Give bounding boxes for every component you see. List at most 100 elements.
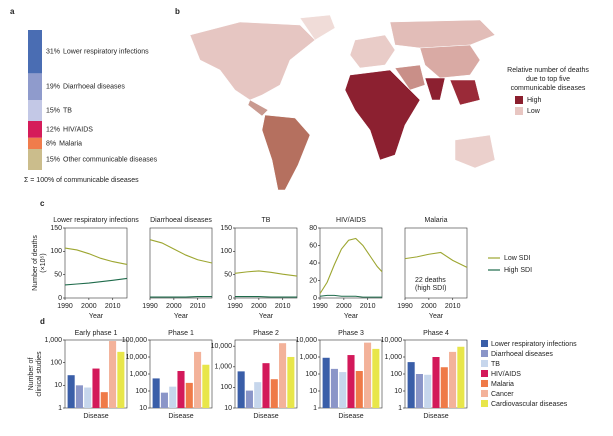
region xyxy=(455,135,495,168)
y-tick-label: 1,000 xyxy=(129,371,147,378)
legend-swatch xyxy=(481,340,488,347)
annotation: (high SDI) xyxy=(415,285,447,292)
legend-label: TB xyxy=(491,361,500,368)
line xyxy=(65,278,127,285)
legend-label: HIV/AIDS xyxy=(491,371,521,378)
y-tick-label: 0 xyxy=(313,295,317,302)
segment-label: 31%Lower respiratory infections xyxy=(46,49,149,56)
bar xyxy=(117,352,124,408)
bar xyxy=(449,352,456,408)
region xyxy=(450,80,480,105)
legend-title: due to top five xyxy=(526,76,570,83)
bar xyxy=(331,369,338,408)
x-tick-label: 2010 xyxy=(275,303,291,310)
legend-label: High SDI xyxy=(504,267,532,274)
x-tick-label: 2000 xyxy=(336,303,352,310)
bar xyxy=(202,365,209,408)
x-axis-label: Disease xyxy=(83,413,108,420)
bar xyxy=(339,372,346,408)
category-label: TB xyxy=(63,107,72,114)
legend-label: Diarrhoeal diseases xyxy=(491,351,553,358)
value-label: 12% xyxy=(46,126,60,133)
plot-frame xyxy=(235,228,297,298)
bar xyxy=(246,391,253,408)
bar xyxy=(356,371,363,408)
x-tick-label: 1990 xyxy=(57,303,73,310)
bar xyxy=(279,343,286,408)
chart-title: TB xyxy=(262,217,271,224)
segment-label: 12%HIV/AIDS xyxy=(46,126,93,133)
legend-swatch xyxy=(515,96,523,104)
x-axis-label: Year xyxy=(89,313,104,320)
panel-label: c xyxy=(40,199,45,208)
x-axis-label: Disease xyxy=(423,413,448,420)
bar xyxy=(254,382,261,408)
y-tick-label: 10 xyxy=(54,382,62,389)
world-map xyxy=(190,15,495,190)
category-label: Diarrhoeal diseases xyxy=(63,84,125,91)
y-tick-label: 150 xyxy=(220,225,232,232)
y-axis-label: (×10⁵) xyxy=(40,253,47,272)
legend-label: Low SDI xyxy=(504,255,531,262)
y-tick-label: 10 xyxy=(224,405,232,412)
bar xyxy=(101,392,108,408)
x-tick-label: 2000 xyxy=(251,303,267,310)
y-tick-label: 10,000 xyxy=(381,337,403,344)
x-axis-label: Disease xyxy=(253,413,278,420)
y-axis-label: clinical studies xyxy=(36,351,43,397)
legend-swatch xyxy=(481,380,488,387)
bar xyxy=(416,374,423,408)
x-tick-label: 2010 xyxy=(360,303,376,310)
y-tick-label: 1,000 xyxy=(44,337,62,344)
y-tick-label: 1 xyxy=(313,405,317,412)
y-tick-label: 20 xyxy=(309,277,317,284)
annotation: 22 deaths xyxy=(415,277,446,284)
segment-label: 8%Malaria xyxy=(46,140,82,147)
chart-title: Phase 3 xyxy=(338,330,364,337)
category-label: Malaria xyxy=(59,140,82,147)
bar xyxy=(424,375,431,408)
y-tick-label: 100 xyxy=(50,248,62,255)
y-tick-label: 100 xyxy=(135,388,147,395)
line xyxy=(65,248,127,264)
y-tick-label: 10 xyxy=(139,405,147,412)
x-axis-label: Year xyxy=(344,313,359,320)
chart-title: Phase 4 xyxy=(423,330,449,337)
value-label: 15% xyxy=(46,107,60,114)
bar xyxy=(408,362,415,408)
bar xyxy=(153,378,160,408)
chart-title: Early phase 1 xyxy=(75,330,118,337)
panel-label: d xyxy=(40,317,45,326)
legend-swatch xyxy=(481,370,488,377)
x-tick-label: 2000 xyxy=(81,303,97,310)
x-axis-label: Disease xyxy=(168,413,193,420)
bar xyxy=(177,371,184,408)
legend-swatch xyxy=(481,400,488,407)
value-label: 31% xyxy=(46,49,60,56)
x-tick-label: 2010 xyxy=(445,303,461,310)
y-tick-label: 10 xyxy=(394,388,402,395)
bar xyxy=(109,341,116,408)
y-tick-label: 0 xyxy=(58,295,62,302)
y-tick-label: 0 xyxy=(228,295,232,302)
value-label: 15% xyxy=(46,156,60,163)
x-axis-label: Year xyxy=(174,313,189,320)
legend-label: Malaria xyxy=(491,381,514,388)
segment xyxy=(28,121,42,138)
x-tick-label: 2010 xyxy=(105,303,121,310)
bar xyxy=(76,385,83,408)
value-label: 19% xyxy=(46,84,60,91)
legend-label: Low xyxy=(527,108,541,115)
line xyxy=(150,240,212,263)
y-tick-label: 100 xyxy=(305,371,317,378)
y-tick-label: 150 xyxy=(50,225,62,232)
category-label: Lower respiratory infections xyxy=(63,49,149,56)
y-tick-label: 40 xyxy=(309,260,317,267)
y-axis-label: Number of xyxy=(28,358,35,391)
x-tick-label: 1990 xyxy=(312,303,328,310)
y-tick-label: 1,000 xyxy=(214,364,232,371)
bar xyxy=(262,363,269,408)
x-axis-label: Disease xyxy=(338,413,363,420)
x-tick-label: 1990 xyxy=(397,303,413,310)
value-label: 8% xyxy=(46,140,56,147)
